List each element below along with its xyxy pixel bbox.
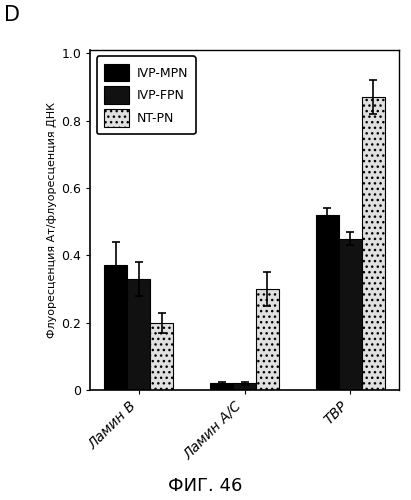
- Bar: [210, 384, 233, 390]
- Bar: [362, 97, 385, 390]
- Text: ФИГ. 46: ФИГ. 46: [169, 477, 242, 495]
- Bar: [150, 322, 173, 390]
- Legend: IVP-MPN, IVP-FPN, NT-PN: IVP-MPN, IVP-FPN, NT-PN: [97, 56, 196, 134]
- Y-axis label: Флуоресценция Ат/флуоресценция ДНК: Флуоресценция Ат/флуоресценция ДНК: [47, 102, 57, 338]
- Bar: [339, 238, 362, 390]
- Text: D: D: [4, 5, 20, 25]
- Bar: [316, 215, 339, 390]
- Bar: [256, 289, 279, 390]
- Bar: [127, 279, 150, 390]
- Bar: [233, 384, 256, 390]
- Bar: [104, 266, 127, 390]
